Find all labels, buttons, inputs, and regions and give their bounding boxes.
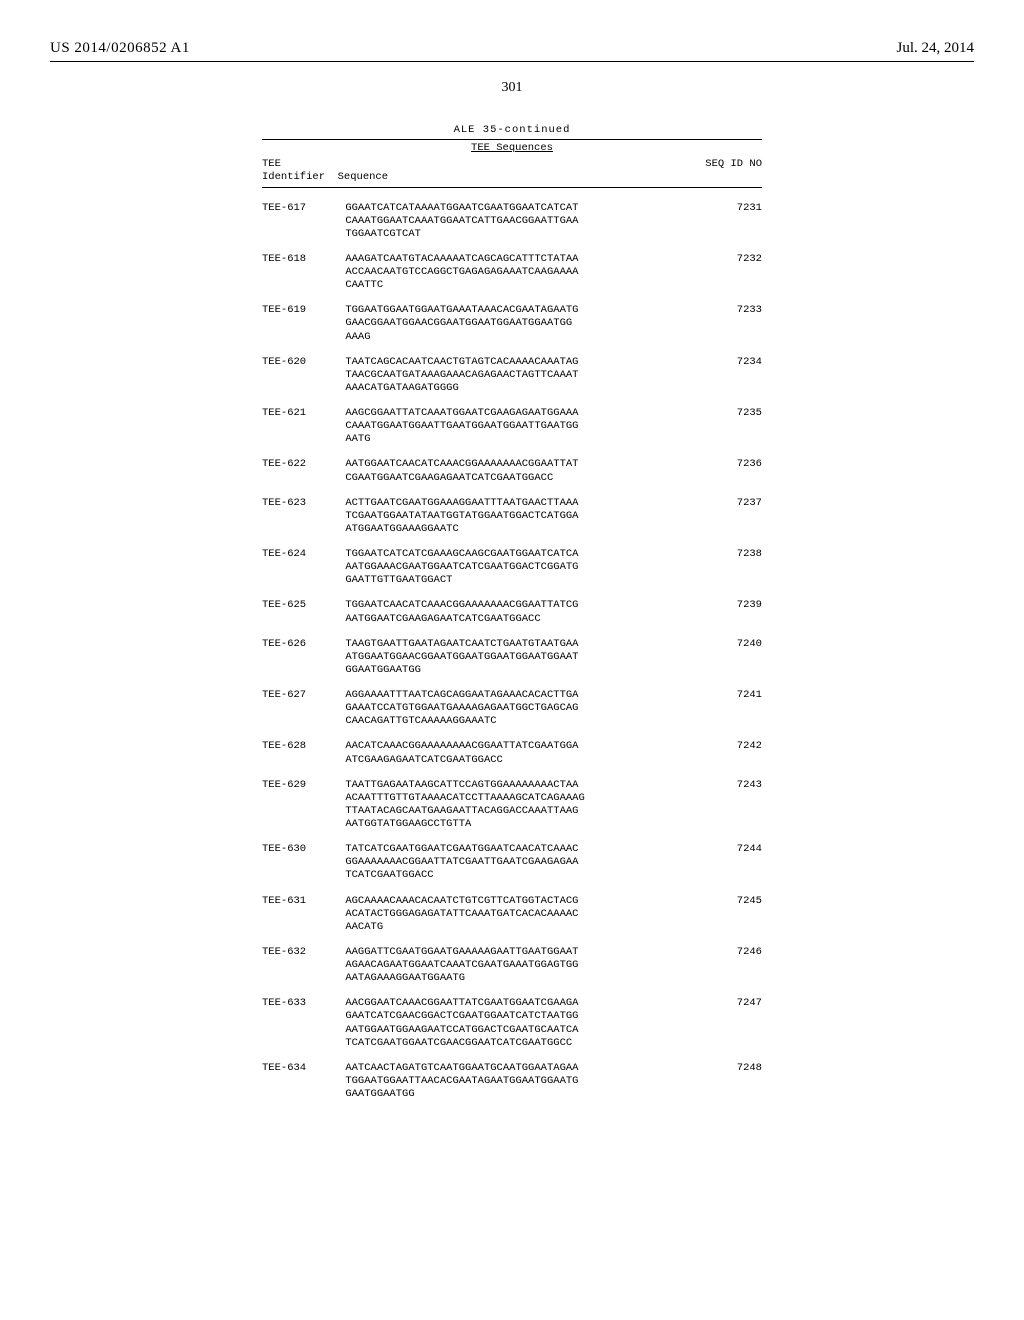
sequence-text: TAATCAGCACAATCAACTGTAGTCACAAAACAAATAGTAA… <box>345 350 699 401</box>
seq-id-no: 7236 <box>699 452 762 490</box>
col-header-right: SEQ ID NO <box>705 158 762 184</box>
tee-identifier: TEE-619 <box>262 298 345 349</box>
sequence-text: GGAATCATCATAAAATGGAATCGAATGGAATCATCATCAA… <box>345 196 699 247</box>
tee-identifier: TEE-622 <box>262 452 345 490</box>
table-row: TEE-617GGAATCATCATAAAATGGAATCGAATGGAATCA… <box>262 196 762 247</box>
seq-id-no: 7232 <box>699 247 762 298</box>
sequence-table: TEE-617GGAATCATCATAAAATGGAATCGAATGGAATCA… <box>262 196 762 1108</box>
col-header-left: TEE Identifier Sequence <box>262 158 388 184</box>
table-row: TEE-634AATCAACTAGATGTCAATGGAATGCAATGGAAT… <box>262 1056 762 1107</box>
tee-identifier: TEE-632 <box>262 940 345 991</box>
tee-identifier: TEE-623 <box>262 491 345 542</box>
tee-identifier: TEE-621 <box>262 401 345 452</box>
page-number: 301 <box>50 80 974 96</box>
table-row: TEE-629TAATTGAGAATAAGCATTCCAGTGGAAAAAAAA… <box>262 773 762 838</box>
seq-id-no: 7246 <box>699 940 762 991</box>
tee-identifier: TEE-634 <box>262 1056 345 1107</box>
publication-number: US 2014/0206852 A1 <box>50 40 190 57</box>
table-row: TEE-630TATCATCGAATGGAATCGAATGGAATCAACATC… <box>262 837 762 888</box>
tee-identifier: TEE-618 <box>262 247 345 298</box>
table-row: TEE-620TAATCAGCACAATCAACTGTAGTCACAAAACAA… <box>262 350 762 401</box>
table-row: TEE-633AACGGAATCAAACGGAATTATCGAATGGAATCG… <box>262 991 762 1056</box>
seq-id-no: 7239 <box>699 593 762 631</box>
tee-identifier: TEE-624 <box>262 542 345 593</box>
table-row: TEE-626TAAGTGAATTGAATAGAATCAATCTGAATGTAA… <box>262 632 762 683</box>
table-row: TEE-631AGCAAAACAAACACAATCTGTCGTTCATGGTAC… <box>262 889 762 940</box>
seq-id-no: 7234 <box>699 350 762 401</box>
tee-identifier: TEE-630 <box>262 837 345 888</box>
table-row: TEE-619TGGAATGGAATGGAATGAAATAAACACGAATAG… <box>262 298 762 349</box>
seq-id-no: 7240 <box>699 632 762 683</box>
publication-date: Jul. 24, 2014 <box>896 40 974 57</box>
table-row: TEE-632AAGGATTCGAATGGAATGAAAAAGAATTGAATG… <box>262 940 762 991</box>
tee-identifier: TEE-626 <box>262 632 345 683</box>
table-row: TEE-622AATGGAATCAACATCAAACGGAAAAAAACGGAA… <box>262 452 762 490</box>
column-headers: TEE Identifier Sequence SEQ ID NO <box>262 158 762 184</box>
seq-id-no: 7243 <box>699 773 762 838</box>
seq-id-no: 7231 <box>699 196 762 247</box>
sequence-text: AAGCGGAATTATCAAATGGAATCGAAGAGAATGGAAACAA… <box>345 401 699 452</box>
seq-id-no: 7244 <box>699 837 762 888</box>
seq-id-no: 7242 <box>699 734 762 772</box>
tee-identifier: TEE-627 <box>262 683 345 734</box>
table-row: TEE-623ACTTGAATCGAATGGAAAGGAATTTAATGAACT… <box>262 491 762 542</box>
sequence-text: AAAGATCAATGTACAAAAATCAGCAGCATTTCTATAAACC… <box>345 247 699 298</box>
table-row: TEE-625TGGAATCAACATCAAACGGAAAAAAACGGAATT… <box>262 593 762 631</box>
table-title: ALE 35-continued <box>262 124 762 137</box>
tee-identifier: TEE-617 <box>262 196 345 247</box>
sequence-text: TAATTGAGAATAAGCATTCCAGTGGAAAAAAAACTAAACA… <box>345 773 699 838</box>
seq-id-no: 7235 <box>699 401 762 452</box>
table-row: TEE-627AGGAAAATTTAATCAGCAGGAATAGAAACACAC… <box>262 683 762 734</box>
sequence-text: AACATCAAACGGAAAAAAAACGGAATTATCGAATGGAATC… <box>345 734 699 772</box>
tee-identifier: TEE-625 <box>262 593 345 631</box>
table-rule-top <box>262 139 762 140</box>
seq-id-no: 7237 <box>699 491 762 542</box>
sequence-table-container: ALE 35-continued TEE Sequences TEE Ident… <box>262 124 762 1107</box>
tee-identifier: TEE-629 <box>262 773 345 838</box>
table-row: TEE-618AAAGATCAATGTACAAAAATCAGCAGCATTTCT… <box>262 247 762 298</box>
tee-identifier: TEE-620 <box>262 350 345 401</box>
table-row: TEE-624TGGAATCATCATCGAAAGCAAGCGAATGGAATC… <box>262 542 762 593</box>
sequence-text: AGCAAAACAAACACAATCTGTCGTTCATGGTACTACGACA… <box>345 889 699 940</box>
seq-id-no: 7233 <box>699 298 762 349</box>
sequence-text: AGGAAAATTTAATCAGCAGGAATAGAAACACACTTGAGAA… <box>345 683 699 734</box>
sequence-text: AACGGAATCAAACGGAATTATCGAATGGAATCGAAGAGAA… <box>345 991 699 1056</box>
sequence-text: ACTTGAATCGAATGGAAAGGAATTTAATGAACTTAAATCG… <box>345 491 699 542</box>
sequence-text: TGGAATCAACATCAAACGGAAAAAAACGGAATTATCGAAT… <box>345 593 699 631</box>
seq-id-no: 7245 <box>699 889 762 940</box>
seq-id-no: 7248 <box>699 1056 762 1107</box>
sequence-text: AATCAACTAGATGTCAATGGAATGCAATGGAATAGAATGG… <box>345 1056 699 1107</box>
table-subheading: TEE Sequences <box>262 142 762 155</box>
tee-identifier: TEE-631 <box>262 889 345 940</box>
seq-id-no: 7238 <box>699 542 762 593</box>
seq-id-no: 7241 <box>699 683 762 734</box>
sequence-text: TAAGTGAATTGAATAGAATCAATCTGAATGTAATGAAATG… <box>345 632 699 683</box>
header-rule <box>50 61 974 62</box>
sequence-text: TATCATCGAATGGAATCGAATGGAATCAACATCAAACGGA… <box>345 837 699 888</box>
sequence-text: AAGGATTCGAATGGAATGAAAAAGAATTGAATGGAATAGA… <box>345 940 699 991</box>
seq-id-no: 7247 <box>699 991 762 1056</box>
tee-identifier: TEE-633 <box>262 991 345 1056</box>
table-row: TEE-621AAGCGGAATTATCAAATGGAATCGAAGAGAATG… <box>262 401 762 452</box>
table-rule-head <box>262 187 762 188</box>
table-row: TEE-628AACATCAAACGGAAAAAAAACGGAATTATCGAA… <box>262 734 762 772</box>
sequence-text: TGGAATCATCATCGAAAGCAAGCGAATGGAATCATCAAAT… <box>345 542 699 593</box>
sequence-text: TGGAATGGAATGGAATGAAATAAACACGAATAGAATGGAA… <box>345 298 699 349</box>
sequence-text: AATGGAATCAACATCAAACGGAAAAAAACGGAATTATCGA… <box>345 452 699 490</box>
tee-identifier: TEE-628 <box>262 734 345 772</box>
